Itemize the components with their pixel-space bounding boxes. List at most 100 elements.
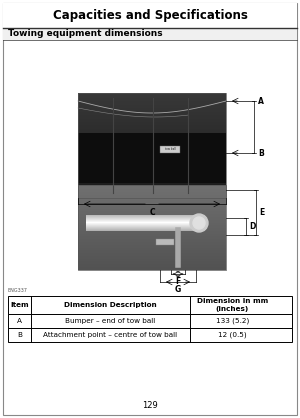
Bar [78, 258, 226, 259]
Bar [78, 138, 226, 139]
Bar [78, 177, 226, 178]
Bar [78, 186, 226, 187]
Bar [86, 230, 199, 231]
Bar [78, 230, 226, 231]
Bar [78, 222, 226, 223]
Bar [156, 239, 174, 245]
Text: Capacities and Specifications: Capacities and Specifications [52, 10, 247, 23]
Bar [78, 102, 226, 103]
Circle shape [193, 217, 205, 229]
Bar [78, 238, 226, 239]
Bar [78, 98, 226, 99]
Bar [78, 143, 226, 144]
Bar [86, 222, 199, 223]
Bar [78, 105, 226, 106]
Bar [78, 224, 226, 225]
Bar [78, 243, 226, 244]
Bar [78, 187, 226, 188]
Bar [78, 202, 226, 203]
Text: Dimension Description: Dimension Description [64, 302, 157, 308]
Bar [78, 144, 226, 145]
Text: A: A [17, 318, 22, 324]
Bar [78, 235, 226, 236]
Bar [78, 109, 226, 110]
Bar [78, 209, 226, 210]
Bar [78, 252, 226, 253]
Text: Bumper – end of tow ball: Bumper – end of tow ball [65, 318, 155, 324]
Bar [78, 120, 226, 121]
Bar [78, 134, 226, 135]
Bar [78, 160, 226, 161]
Bar [78, 123, 226, 124]
Bar [78, 116, 226, 117]
Bar [78, 196, 226, 197]
Bar [78, 180, 226, 181]
Bar [78, 118, 226, 119]
Bar [78, 111, 226, 112]
Bar [86, 221, 199, 222]
Bar [78, 196, 226, 197]
Bar [78, 161, 226, 162]
Bar [78, 157, 226, 158]
Bar [78, 190, 226, 191]
Bar [78, 213, 226, 214]
Bar [78, 269, 226, 270]
Bar [78, 261, 226, 262]
Bar [78, 131, 226, 132]
Bar [78, 187, 226, 188]
Bar [78, 265, 226, 266]
Bar [78, 199, 226, 200]
Bar [78, 200, 226, 201]
Circle shape [190, 214, 208, 232]
Bar [78, 103, 226, 104]
Bar [78, 192, 226, 193]
Bar [78, 215, 226, 216]
Bar [78, 132, 226, 133]
Bar [78, 240, 226, 241]
Bar [78, 250, 226, 251]
Bar [78, 193, 226, 194]
Text: A: A [258, 97, 264, 105]
Bar [78, 225, 226, 226]
Bar [78, 234, 226, 235]
Bar [78, 226, 226, 227]
Bar [78, 262, 226, 263]
Bar [78, 182, 226, 183]
Bar [78, 164, 226, 165]
Bar [78, 121, 226, 122]
Bar [78, 93, 226, 198]
Bar [78, 104, 226, 105]
Bar [86, 216, 199, 217]
Bar [86, 220, 199, 221]
Bar [78, 247, 226, 248]
Bar [78, 170, 226, 171]
Bar [78, 163, 226, 164]
Bar [78, 107, 226, 108]
Text: Attachment point – centre of tow ball: Attachment point – centre of tow ball [43, 332, 177, 338]
Bar [78, 167, 226, 168]
Text: 12 (0.5): 12 (0.5) [218, 332, 247, 338]
Bar [78, 223, 226, 224]
Bar [78, 126, 226, 127]
Bar [78, 195, 226, 196]
Bar [78, 233, 226, 234]
Bar [78, 231, 226, 232]
Text: ENG337: ENG337 [8, 288, 28, 293]
Text: F: F [176, 277, 181, 286]
Bar [78, 148, 226, 149]
Bar [78, 149, 226, 150]
Bar [78, 194, 226, 195]
Bar [78, 166, 226, 167]
Bar [78, 183, 226, 184]
Bar [78, 99, 226, 100]
Bar [78, 125, 226, 126]
Bar [78, 142, 226, 143]
Bar [78, 201, 226, 202]
Bar [78, 221, 226, 222]
Bar [86, 217, 199, 218]
Bar [86, 215, 199, 216]
Bar [160, 146, 180, 153]
Bar [78, 168, 226, 169]
Bar [78, 220, 226, 221]
Bar [78, 211, 226, 212]
